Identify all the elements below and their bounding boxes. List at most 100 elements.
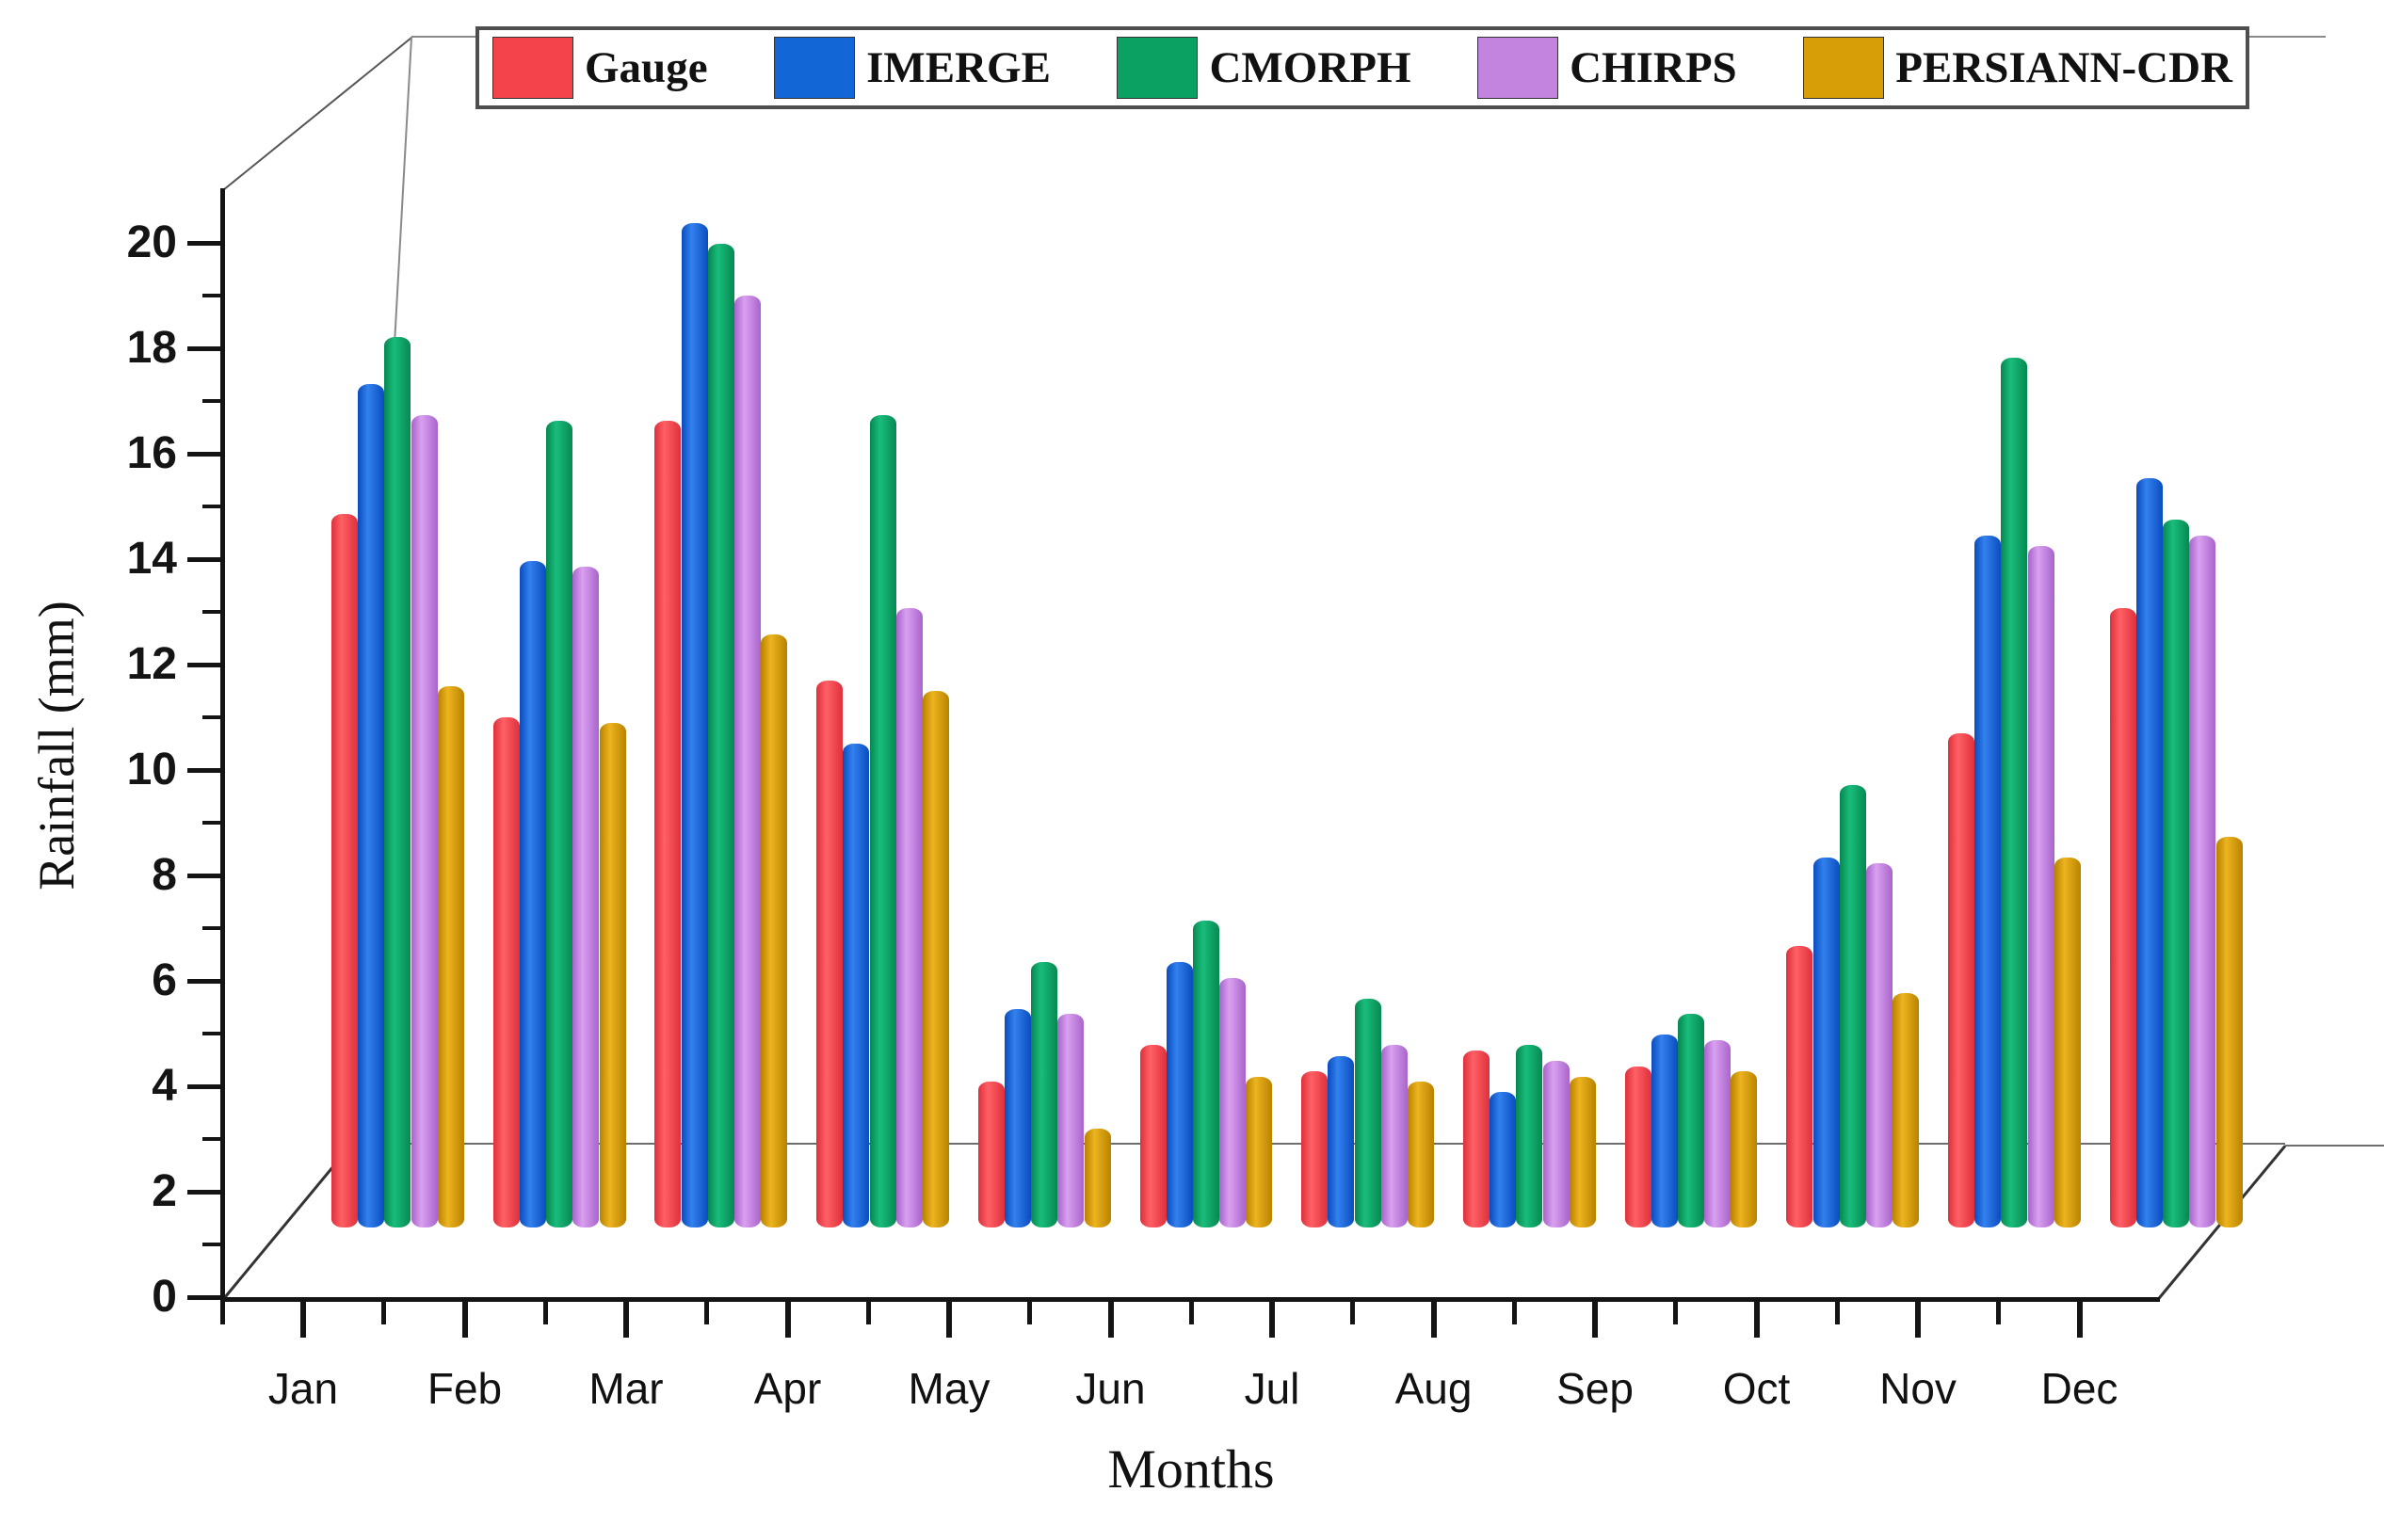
y-tick-12	[187, 663, 223, 667]
legend-label-PERSIANN-CDR: PERSIANN-CDR	[1895, 43, 2232, 92]
x-label-Jun: Jun	[1075, 1364, 1146, 1413]
y-tick-label-14: 14	[126, 534, 177, 584]
x-tick-Feb	[461, 1300, 468, 1338]
bar-CMORPH-Apr	[869, 415, 896, 1227]
x-label-May: May	[908, 1364, 991, 1413]
legend-item-CHIRPS: CHIRPS	[1477, 37, 1737, 99]
bar-IMERGE-Jul	[1328, 1055, 1355, 1227]
x-label-Oct: Oct	[1722, 1364, 1791, 1413]
y-tick-label-2: 2	[152, 1166, 177, 1216]
x-minor-tick-1	[381, 1300, 387, 1324]
x-label-Apr: Apr	[753, 1364, 822, 1413]
bar-CHIRPS-Nov	[2027, 545, 2054, 1227]
x-label-Feb: Feb	[427, 1364, 503, 1413]
box-top-left-edge	[222, 36, 413, 191]
y-tick-10	[187, 768, 223, 773]
legend-swatch-PERSIANN-CDR	[1803, 37, 1885, 99]
x-label-Aug: Aug	[1394, 1364, 1473, 1413]
y-tick-7	[202, 926, 223, 930]
legend-item-CMORPH: CMORPH	[1117, 37, 1411, 99]
bar-Gauge-Jul	[1301, 1071, 1329, 1227]
bar-IMERGE-May	[1005, 1008, 1031, 1227]
x-minor-tick-5	[1027, 1300, 1033, 1324]
x-minor-tick-8	[1511, 1300, 1517, 1324]
bar-CMORPH-Jul	[1354, 998, 1381, 1227]
y-axis-line	[220, 188, 225, 1302]
y-tick-label-18: 18	[126, 323, 177, 373]
bar-Gauge-Aug	[1462, 1050, 1490, 1227]
y-tick-label-4: 4	[152, 1061, 177, 1111]
x-tick-Apr	[784, 1300, 791, 1338]
bar-PERSIANN-CDR-Sep	[1731, 1071, 1758, 1227]
bar-PERSIANN-CDR-Apr	[922, 691, 949, 1227]
x-tick-Oct	[1753, 1300, 1760, 1338]
bar-Gauge-Sep	[1624, 1066, 1651, 1227]
x-axis-line	[220, 1297, 2160, 1302]
x-minor-tick-11	[1996, 1300, 2002, 1324]
bar-PERSIANN-CDR-Dec	[2215, 837, 2243, 1227]
y-tick-label-8: 8	[152, 850, 177, 900]
x-minor-tick-2	[542, 1300, 548, 1324]
y-tick-11	[202, 715, 223, 719]
y-tick-4	[187, 1084, 223, 1089]
y-tick-label-6: 6	[152, 955, 177, 1005]
y-tick-0	[187, 1295, 223, 1300]
legend-swatch-Gauge	[492, 37, 573, 99]
bar-IMERGE-Jun	[1166, 961, 1193, 1227]
bar-PERSIANN-CDR-May	[1084, 1128, 1111, 1227]
y-tick-18	[187, 346, 223, 351]
bar-CHIRPS-Dec	[2189, 535, 2216, 1227]
y-tick-label-16: 16	[126, 428, 177, 478]
legend-label-Gauge: Gauge	[585, 43, 708, 92]
x-label-Dec: Dec	[2040, 1364, 2118, 1413]
bar-IMERGE-Mar	[681, 222, 708, 1227]
bar-Gauge-Oct	[1786, 946, 1813, 1227]
bar-PERSIANN-CDR-Oct	[1893, 993, 1920, 1227]
x-minor-tick-6	[1188, 1300, 1194, 1324]
legend-box: Gauge IMERGE CMORPH CHIRPS PERSIANN-CDR	[475, 26, 2249, 109]
bar-IMERGE-Oct	[1812, 858, 1840, 1227]
y-tick-label-10: 10	[126, 745, 177, 794]
box-back-right-edge	[2285, 1145, 2384, 1147]
legend-item-PERSIANN-CDR: PERSIANN-CDR	[1803, 37, 2232, 99]
bar-CMORPH-Feb	[546, 420, 573, 1227]
bar-IMERGE-Sep	[1651, 1035, 1678, 1227]
x-tick-May	[946, 1300, 952, 1338]
y-tick-16	[187, 452, 223, 457]
legend-item-IMERGE: IMERGE	[774, 37, 1051, 99]
x-label-Jan: Jan	[267, 1364, 339, 1413]
bar-Gauge-May	[977, 1082, 1005, 1227]
y-tick-2	[187, 1190, 223, 1195]
y-tick-20	[187, 241, 223, 246]
x-axis-title: Months	[1107, 1438, 1275, 1500]
bar-CMORPH-Aug	[1516, 1045, 1543, 1227]
bar-CMORPH-Jan	[384, 337, 411, 1227]
legend-swatch-IMERGE	[774, 37, 856, 99]
y-tick-9	[202, 821, 223, 825]
bar-Gauge-Nov	[1948, 732, 1974, 1227]
legend-label-CMORPH: CMORPH	[1209, 43, 1411, 92]
legend-swatch-CHIRPS	[1477, 37, 1559, 99]
legend-label-CHIRPS: CHIRPS	[1570, 43, 1737, 92]
bar-PERSIANN-CDR-Jul	[1408, 1082, 1434, 1227]
bar-CMORPH-Jun	[1192, 920, 1219, 1227]
bar-Gauge-Dec	[2109, 607, 2136, 1227]
bar-Gauge-Jan	[331, 514, 358, 1227]
y-tick-14	[187, 557, 223, 562]
y-tick-8	[187, 874, 223, 878]
x-minor-tick-9	[1673, 1300, 1679, 1324]
bar-CHIRPS-Feb	[572, 566, 600, 1227]
x-minor-tick-3	[704, 1300, 710, 1324]
x-tick-Jun	[1107, 1300, 1114, 1338]
y-tick-label-12: 12	[126, 639, 177, 689]
x-minor-tick-4	[865, 1300, 871, 1324]
bar-CHIRPS-Jul	[1380, 1045, 1408, 1227]
bar-CHIRPS-Jun	[1219, 977, 1247, 1227]
x-tick-Sep	[1592, 1300, 1598, 1338]
y-tick-label-20: 20	[126, 217, 177, 267]
legend-item-Gauge: Gauge	[492, 37, 708, 99]
x-minor-tick-10	[1834, 1300, 1840, 1324]
x-tick-Dec	[2076, 1300, 2083, 1338]
bar-CHIRPS-Jan	[411, 415, 438, 1227]
